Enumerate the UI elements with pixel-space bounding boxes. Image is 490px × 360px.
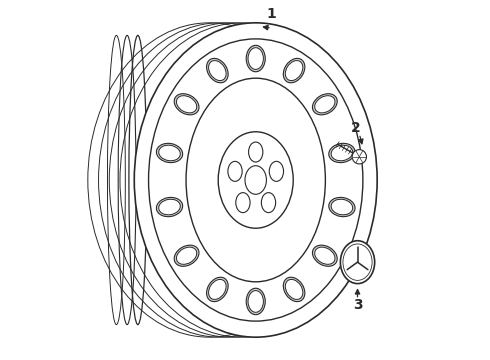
Ellipse shape [209, 60, 226, 81]
Ellipse shape [236, 193, 250, 213]
Text: 3: 3 [353, 298, 362, 312]
Circle shape [352, 150, 367, 164]
Ellipse shape [248, 142, 263, 162]
Ellipse shape [156, 143, 183, 163]
Ellipse shape [329, 143, 355, 163]
Ellipse shape [174, 94, 199, 115]
Ellipse shape [207, 277, 228, 302]
Ellipse shape [174, 245, 199, 266]
Ellipse shape [186, 78, 325, 282]
Ellipse shape [246, 288, 265, 315]
Ellipse shape [343, 244, 372, 280]
Ellipse shape [156, 197, 183, 217]
Ellipse shape [285, 60, 303, 81]
Ellipse shape [148, 39, 363, 321]
Ellipse shape [331, 199, 353, 215]
Ellipse shape [283, 58, 305, 83]
Ellipse shape [228, 161, 242, 181]
Ellipse shape [176, 96, 196, 113]
Ellipse shape [283, 277, 305, 302]
Ellipse shape [331, 145, 353, 161]
Ellipse shape [134, 23, 377, 337]
Ellipse shape [315, 247, 335, 264]
Ellipse shape [315, 96, 335, 113]
Ellipse shape [261, 193, 276, 213]
Ellipse shape [285, 279, 303, 300]
Ellipse shape [245, 166, 267, 194]
Ellipse shape [270, 161, 284, 181]
Ellipse shape [341, 241, 375, 284]
Ellipse shape [176, 247, 196, 264]
Ellipse shape [209, 279, 226, 300]
Text: 2: 2 [351, 121, 361, 135]
Ellipse shape [329, 197, 355, 217]
Ellipse shape [313, 245, 337, 266]
Ellipse shape [248, 48, 264, 69]
Ellipse shape [159, 199, 180, 215]
Ellipse shape [218, 132, 293, 228]
Ellipse shape [313, 94, 337, 115]
Ellipse shape [207, 58, 228, 83]
Ellipse shape [246, 45, 265, 72]
Ellipse shape [248, 291, 264, 312]
Text: 1: 1 [267, 7, 277, 21]
Ellipse shape [159, 145, 180, 161]
